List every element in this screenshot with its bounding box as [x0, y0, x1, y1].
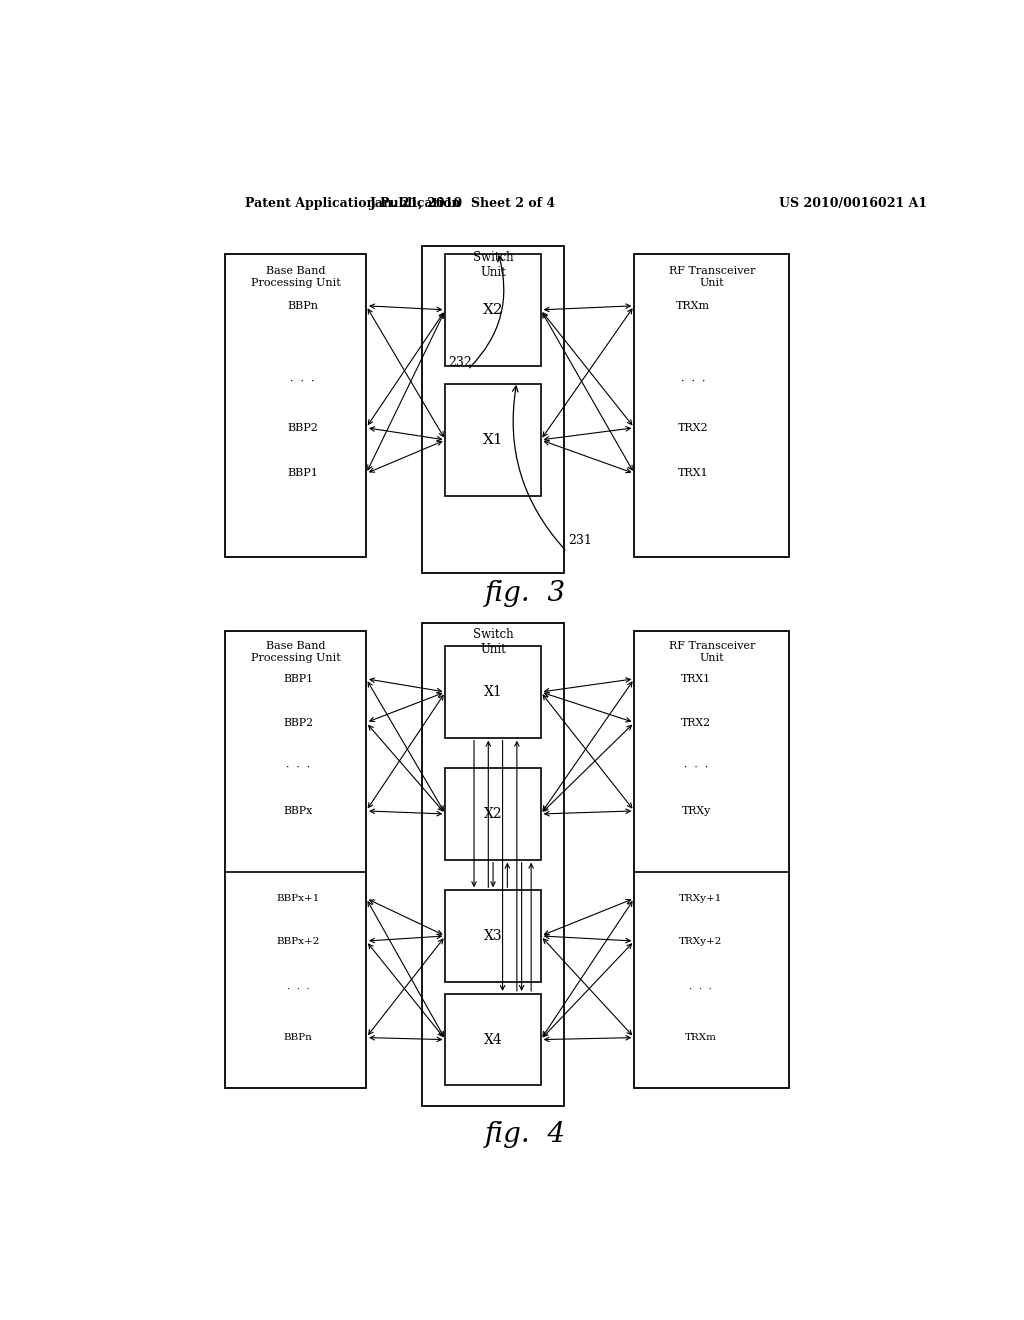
Text: BBP2: BBP2: [287, 422, 317, 433]
Text: TRXy+2: TRXy+2: [679, 936, 723, 945]
Bar: [634, 253, 790, 557]
Text: X1: X1: [483, 685, 503, 700]
Text: BBP1: BBP1: [284, 673, 313, 684]
Bar: [445, 647, 541, 738]
Text: X3: X3: [483, 929, 503, 942]
Text: BBPx+1: BBPx+1: [276, 894, 319, 903]
Text: 232: 232: [447, 356, 472, 368]
Bar: [225, 253, 367, 557]
Bar: [422, 623, 564, 1106]
Text: TRX1: TRX1: [678, 469, 709, 478]
Text: RF Transceiver
Unit: RF Transceiver Unit: [669, 267, 755, 288]
Text: 231: 231: [568, 533, 592, 546]
Text: ·  ·  ·: · · ·: [287, 763, 310, 774]
Text: Jan. 21, 2010  Sheet 2 of 4: Jan. 21, 2010 Sheet 2 of 4: [370, 197, 556, 210]
Bar: [634, 631, 790, 1089]
Text: ·  ·  ·: · · ·: [681, 378, 706, 387]
Text: Base Band
Processing Unit: Base Band Processing Unit: [251, 267, 340, 288]
Text: X2: X2: [482, 302, 504, 317]
Text: X4: X4: [483, 1032, 503, 1047]
Text: TRXy: TRXy: [682, 807, 711, 816]
Text: TRX2: TRX2: [678, 422, 709, 433]
Text: ·  ·  ·: · · ·: [287, 985, 309, 994]
Text: Switch
Unit: Switch Unit: [473, 628, 513, 656]
Text: TRX1: TRX1: [681, 673, 712, 684]
Text: BBP1: BBP1: [287, 469, 317, 478]
Bar: [445, 994, 541, 1085]
Text: BBP2: BBP2: [284, 718, 313, 727]
Bar: [445, 768, 541, 859]
Text: ·  ·  ·: · · ·: [290, 378, 314, 387]
Bar: [445, 890, 541, 982]
Text: BBPn: BBPn: [284, 1034, 312, 1041]
Text: BBPx: BBPx: [284, 807, 313, 816]
Text: Switch
Unit: Switch Unit: [473, 251, 513, 279]
Text: RF Transceiver
Unit: RF Transceiver Unit: [669, 642, 755, 663]
Text: X1: X1: [482, 433, 504, 447]
Text: ·  ·  ·: · · ·: [689, 985, 713, 994]
Text: BBPx+2: BBPx+2: [276, 936, 319, 945]
Text: TRX2: TRX2: [681, 718, 712, 727]
Text: fig.  3: fig. 3: [484, 579, 565, 607]
Bar: [225, 631, 367, 1089]
Text: TRXm: TRXm: [685, 1034, 717, 1041]
Text: Base Band
Processing Unit: Base Band Processing Unit: [251, 642, 340, 663]
Text: fig.  4: fig. 4: [484, 1121, 565, 1147]
Text: BBPn: BBPn: [287, 301, 318, 310]
Bar: [445, 384, 541, 496]
Text: TRXm: TRXm: [676, 301, 711, 310]
Text: TRXy+1: TRXy+1: [679, 894, 723, 903]
Bar: [422, 246, 564, 573]
Bar: [445, 253, 541, 366]
Text: Patent Application Publication: Patent Application Publication: [246, 197, 461, 210]
Text: US 2010/0016021 A1: US 2010/0016021 A1: [778, 197, 927, 210]
Text: X2: X2: [483, 807, 503, 821]
Text: ·  ·  ·: · · ·: [684, 763, 709, 774]
